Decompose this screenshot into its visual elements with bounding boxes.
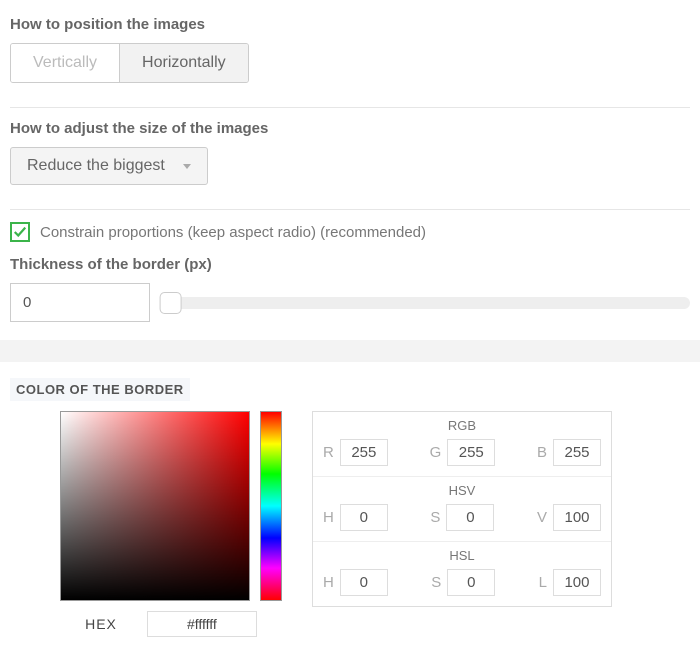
hsl-title: HSL [323, 548, 601, 563]
hsl-l-input[interactable] [553, 569, 601, 596]
hsv-s-input[interactable] [446, 504, 494, 531]
divider [10, 107, 690, 108]
chevron-down-icon [183, 164, 191, 169]
position-toggle-group: Vertically Horizontally [10, 43, 249, 83]
border-color-title: COLOR OF THE BORDER [10, 378, 190, 401]
rgb-g-label: G [430, 444, 442, 461]
size-dropdown[interactable]: Reduce the biggest [10, 147, 208, 185]
hsv-title: HSV [323, 483, 601, 498]
hsv-v-input[interactable] [553, 504, 601, 531]
hex-input[interactable] [147, 611, 257, 637]
hsv-v-label: V [537, 509, 547, 526]
rgb-r-input[interactable] [340, 439, 388, 466]
hsl-s-label: S [431, 574, 441, 591]
constrain-label: Constrain proportions (keep aspect radio… [40, 224, 426, 241]
hsl-l-label: L [539, 574, 547, 591]
hsl-s-input[interactable] [447, 569, 495, 596]
color-values-panel: RGB R G B HSV H S V HSL H S L [312, 411, 612, 607]
thickness-label: Thickness of the border (px) [10, 256, 690, 273]
slider-track [164, 297, 690, 309]
hsl-h-input[interactable] [340, 569, 388, 596]
thickness-input[interactable] [10, 283, 150, 322]
check-icon [13, 225, 27, 239]
thickness-slider[interactable] [164, 297, 690, 309]
position-option-vertical[interactable]: Vertically [11, 44, 119, 82]
hex-label: HEX [85, 616, 117, 632]
hsv-h-input[interactable] [340, 504, 388, 531]
hue-slider[interactable] [260, 411, 282, 601]
slider-thumb[interactable] [160, 292, 182, 314]
position-label: How to position the images [10, 16, 690, 33]
divider [10, 209, 690, 210]
hsv-s-label: S [430, 509, 440, 526]
position-option-horizontal[interactable]: Horizontally [119, 44, 248, 82]
rgb-title: RGB [323, 418, 601, 433]
saturation-value-picker[interactable] [60, 411, 250, 601]
rgb-r-label: R [323, 444, 334, 461]
rgb-b-input[interactable] [553, 439, 601, 466]
hsl-h-label: H [323, 574, 334, 591]
constrain-checkbox[interactable] [10, 222, 30, 242]
rgb-g-input[interactable] [447, 439, 495, 466]
size-label: How to adjust the size of the images [10, 120, 690, 137]
hsv-h-label: H [323, 509, 334, 526]
size-dropdown-value: Reduce the biggest [27, 157, 165, 175]
rgb-b-label: B [537, 444, 547, 461]
section-separator [0, 340, 700, 362]
